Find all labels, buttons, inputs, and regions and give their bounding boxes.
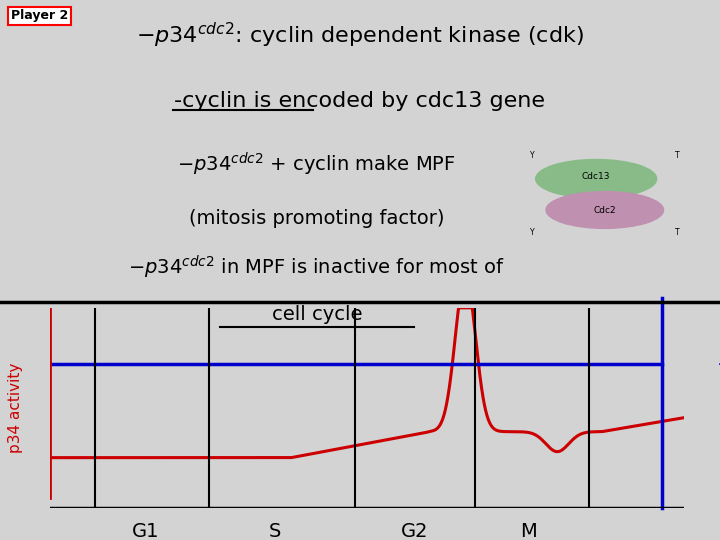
- Text: S: S: [269, 522, 282, 540]
- Text: p34 activity: p34 activity: [8, 362, 23, 453]
- Text: $-p34^{cdc2}$ in MPF is inactive for most of: $-p34^{cdc2}$ in MPF is inactive for mos…: [128, 254, 505, 281]
- Text: T: T: [675, 228, 680, 238]
- Text: M: M: [521, 522, 537, 540]
- Text: Y: Y: [530, 228, 534, 238]
- Text: (mitosis promoting factor): (mitosis promoting factor): [189, 208, 444, 228]
- Ellipse shape: [536, 159, 657, 198]
- Text: Player 2: Player 2: [11, 9, 68, 22]
- Text: Cdc2: Cdc2: [593, 206, 616, 214]
- Text: Y: Y: [530, 151, 534, 160]
- Text: $-p34^{cdc2}$ + cyclin make MPF: $-p34^{cdc2}$ + cyclin make MPF: [177, 151, 456, 178]
- Text: cell cycle: cell cycle: [271, 306, 362, 325]
- Text: -cyclin is encoded by cdc13 gene: -cyclin is encoded by cdc13 gene: [174, 91, 546, 111]
- Text: G1: G1: [132, 522, 159, 540]
- Text: T: T: [675, 151, 680, 160]
- Text: G2: G2: [401, 522, 428, 540]
- Text: Cdc13: Cdc13: [582, 172, 611, 180]
- Text: $-p34^{cdc2}$: cyclin dependent kinase (cdk): $-p34^{cdc2}$: cyclin dependent kinase (…: [136, 21, 584, 50]
- Text: p34 amount: p34 amount: [718, 361, 720, 454]
- Ellipse shape: [546, 192, 664, 228]
